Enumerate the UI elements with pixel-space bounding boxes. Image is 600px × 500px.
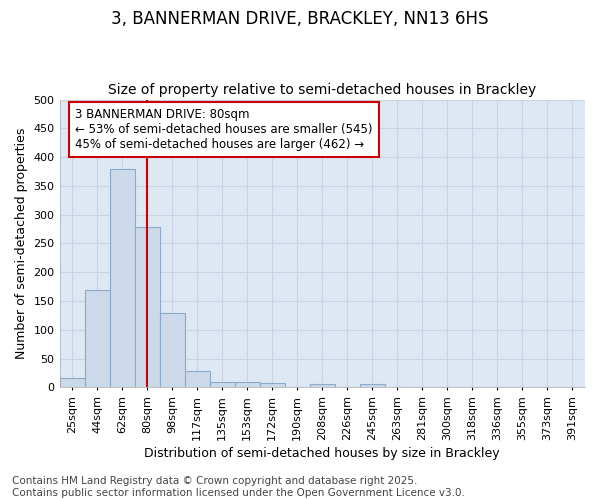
- Bar: [360, 384, 385, 388]
- Bar: [110, 168, 134, 388]
- Bar: [59, 378, 85, 388]
- Bar: [209, 382, 235, 388]
- Bar: [235, 382, 260, 388]
- Y-axis label: Number of semi-detached properties: Number of semi-detached properties: [15, 128, 28, 359]
- Bar: [134, 228, 160, 388]
- Bar: [160, 312, 185, 388]
- Bar: [310, 384, 335, 388]
- Bar: [185, 372, 209, 388]
- Bar: [85, 290, 110, 388]
- Text: 3, BANNERMAN DRIVE, BRACKLEY, NN13 6HS: 3, BANNERMAN DRIVE, BRACKLEY, NN13 6HS: [111, 10, 489, 28]
- Text: Contains HM Land Registry data © Crown copyright and database right 2025.
Contai: Contains HM Land Registry data © Crown c…: [12, 476, 465, 498]
- Text: 3 BANNERMAN DRIVE: 80sqm
← 53% of semi-detached houses are smaller (545)
45% of : 3 BANNERMAN DRIVE: 80sqm ← 53% of semi-d…: [76, 108, 373, 151]
- Bar: [260, 384, 285, 388]
- X-axis label: Distribution of semi-detached houses by size in Brackley: Distribution of semi-detached houses by …: [145, 447, 500, 460]
- Title: Size of property relative to semi-detached houses in Brackley: Size of property relative to semi-detach…: [108, 83, 536, 97]
